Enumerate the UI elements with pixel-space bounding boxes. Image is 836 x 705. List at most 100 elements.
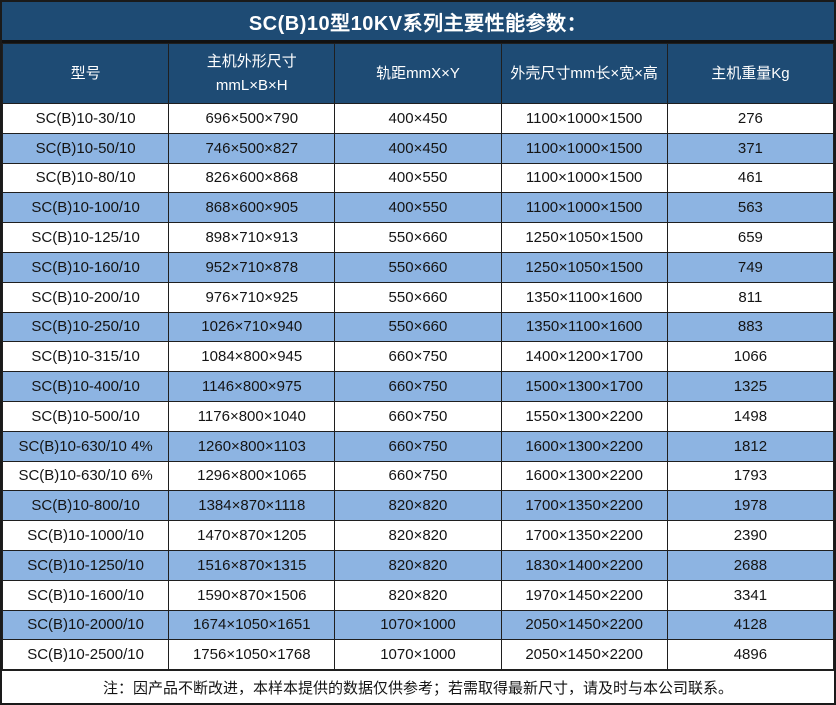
table-cell: SC(B)10-1250/10 — [1, 549, 170, 581]
table-cell: 1066 — [666, 341, 835, 373]
table-cell: 1500×1300×1700 — [500, 371, 668, 402]
table-cell: 820×820 — [334, 490, 502, 522]
table-cell: SC(B)10-125/10 — [1, 222, 170, 253]
table-row: SC(B)10-100/10 868×600×905 400×550 1100×100… — [1, 192, 835, 224]
table-cell: SC(B)10-160/10 — [1, 251, 170, 283]
table-cell: SC(B)10-100/10 — [1, 192, 170, 224]
table-row: SC(B)10-2500/10 1756×1050×1768 1070×1000 20… — [1, 639, 835, 671]
table-cell: 1550×1300×2200 — [500, 400, 668, 432]
col-header-model-label: 型号 — [70, 64, 101, 82]
table-row: SC(B)10-30/10 696×500×790 400×450 1100×1000… — [1, 103, 835, 134]
table-cell: 1026×710×940 — [168, 311, 336, 343]
table-cell: 1100×1000×1500 — [500, 132, 668, 164]
col-header-weight-label: 主机重量Kg — [711, 64, 790, 82]
col-header-rail-gauge: 轨距mmX×Y — [334, 43, 502, 104]
table-cell: 3341 — [666, 579, 835, 611]
table-cell: 1600×1300×2200 — [500, 430, 668, 462]
table-cell: 1260×800×1103 — [168, 430, 336, 462]
table-body: SC(B)10-30/10 696×500×790 400×450 1100×1000… — [1, 103, 835, 671]
table-cell: 1400×1200×1700 — [500, 341, 668, 373]
table-cell: SC(B)10-800/10 — [1, 490, 170, 522]
table-row: SC(B)10-2000/10 1674×1050×1651 1070×1000 20… — [1, 609, 835, 641]
table-cell: SC(B)10-400/10 — [1, 371, 170, 402]
table-cell: SC(B)10-630/10 6% — [1, 460, 170, 492]
table-cell: 400×550 — [334, 162, 502, 194]
col-header-main-dimensions-line2: mmL×B×H — [215, 76, 288, 94]
table-cell: 400×550 — [334, 192, 502, 224]
table-cell: SC(B)10-1600/10 — [1, 579, 170, 611]
table-cell: 1590×870×1506 — [168, 579, 336, 611]
table-cell: 868×600×905 — [168, 192, 336, 224]
table-cell: 952×710×878 — [168, 251, 336, 283]
table-cell: 400×450 — [334, 132, 502, 164]
table-cell: 276 — [666, 103, 835, 134]
table-cell: 696×500×790 — [168, 103, 336, 134]
table-cell: 371 — [666, 132, 835, 164]
table-note: 注：因产品不断改进，本样本提供的数据仅供参考；若需取得最新尺寸，请及时与本公司联… — [2, 670, 834, 704]
table-cell: 550×660 — [334, 311, 502, 343]
table-cell: 820×820 — [334, 520, 502, 551]
table-cell: 1100×1000×1500 — [500, 103, 668, 134]
table-cell: SC(B)10-500/10 — [1, 400, 170, 432]
table-row: SC(B)10-125/10 898×710×913 550×660 1250×105… — [1, 222, 835, 253]
table-cell: 550×660 — [334, 222, 502, 253]
table-cell: 1498 — [666, 400, 835, 432]
table-cell: SC(B)10-250/10 — [1, 311, 170, 343]
table-row: SC(B)10-800/10 1384×870×1118 820×820 1700×1… — [1, 490, 835, 522]
table-cell: 1700×1350×2200 — [500, 490, 668, 522]
table-cell: 749 — [666, 251, 835, 283]
table-row: SC(B)10-50/10 746×500×827 400×450 1100×1000… — [1, 132, 835, 164]
table-cell: SC(B)10-30/10 — [1, 103, 170, 134]
col-header-main-dimensions: 主机外形尺寸 mmL×B×H — [168, 43, 336, 104]
table-cell: 826×600×868 — [168, 162, 336, 194]
table-cell: 1350×1100×1600 — [500, 281, 668, 313]
header-row: 型号 主机外形尺寸 mmL×B×H 轨距mmX×Y 外壳尺寸mm长×宽×高 主机… — [1, 43, 835, 104]
table-row: SC(B)10-630/10 4% 1260×800×1103 660×750 160… — [1, 430, 835, 462]
table-cell: 4128 — [666, 609, 835, 641]
table-cell: 563 — [666, 192, 835, 224]
table-cell: SC(B)10-315/10 — [1, 341, 170, 373]
table-cell: 1384×870×1118 — [168, 490, 336, 522]
table-cell: 1084×800×945 — [168, 341, 336, 373]
table-cell: 2050×1450×2200 — [500, 609, 668, 641]
table-cell: 883 — [666, 311, 835, 343]
table-cell: 1176×800×1040 — [168, 400, 336, 432]
table-cell: 550×660 — [334, 251, 502, 283]
col-header-shell-dimensions-label: 外壳尺寸mm长×宽×高 — [510, 64, 658, 82]
table-cell: 2688 — [666, 549, 835, 581]
table-cell: SC(B)10-630/10 4% — [1, 430, 170, 462]
table-cell: 2050×1450×2200 — [500, 639, 668, 671]
table-row: SC(B)10-315/10 1084×800×945 660×750 1400×12… — [1, 341, 835, 373]
table-cell: 1812 — [666, 430, 835, 462]
col-header-rail-gauge-label: 轨距mmX×Y — [376, 64, 460, 82]
table-cell: 1100×1000×1500 — [500, 192, 668, 224]
table-cell: 660×750 — [334, 371, 502, 402]
table-cell: 746×500×827 — [168, 132, 336, 164]
table-cell: 1470×870×1205 — [168, 520, 336, 551]
table-row: SC(B)10-400/10 1146×800×975 660×750 1500×13… — [1, 371, 835, 402]
table-row: SC(B)10-1000/10 1470×870×1205 820×820 1700×… — [1, 520, 835, 551]
table-row: SC(B)10-500/10 1176×800×1040 660×750 1550×1… — [1, 400, 835, 432]
table-cell: 1070×1000 — [334, 609, 502, 641]
table-cell: 400×450 — [334, 103, 502, 134]
col-header-shell-dimensions: 外壳尺寸mm长×宽×高 — [500, 43, 668, 104]
table-cell: 659 — [666, 222, 835, 253]
table-row: SC(B)10-80/10 826×600×868 400×550 1100×1000… — [1, 162, 835, 194]
table-cell: 1146×800×975 — [168, 371, 336, 402]
table-row: SC(B)10-250/10 1026×710×940 550×660 1350×11… — [1, 311, 835, 343]
spec-table: 型号 主机外形尺寸 mmL×B×H 轨距mmX×Y 外壳尺寸mm长×宽×高 主机… — [1, 43, 835, 671]
table-cell: 1756×1050×1768 — [168, 639, 336, 671]
table-cell: 1970×1450×2200 — [500, 579, 668, 611]
table-cell: 660×750 — [334, 400, 502, 432]
table-cell: 660×750 — [334, 341, 502, 373]
table-cell: 1674×1050×1651 — [168, 609, 336, 641]
table-row: SC(B)10-1250/10 1516×870×1315 820×820 1830×… — [1, 549, 835, 581]
table-cell: SC(B)10-1000/10 — [1, 520, 170, 551]
table-cell: 461 — [666, 162, 835, 194]
table-cell: SC(B)10-2500/10 — [1, 639, 170, 671]
table-cell: 2390 — [666, 520, 835, 551]
table-cell: SC(B)10-80/10 — [1, 162, 170, 194]
table-cell: 1250×1050×1500 — [500, 251, 668, 283]
table-title: SC(B)10型10KV系列主要性能参数： — [2, 2, 834, 43]
